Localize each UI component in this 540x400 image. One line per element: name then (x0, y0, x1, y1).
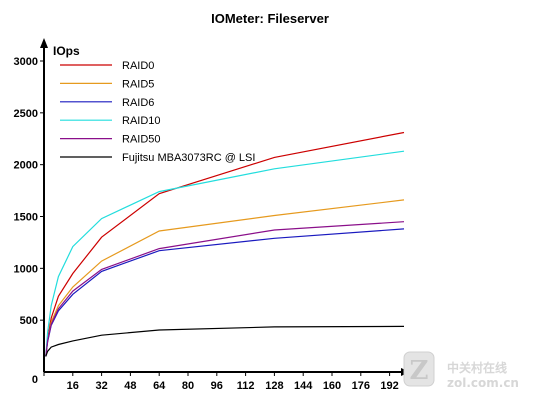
watermark-en-text: zol.com.cn (447, 376, 519, 390)
y-tick-label: 1500 (14, 212, 38, 224)
x-tick-label: 48 (124, 380, 136, 392)
x-tick-label: 96 (211, 380, 223, 392)
legend: RAID0 RAID5 RAID6 RAID10 RAID50 Fujitsu MBA30… (60, 60, 255, 164)
y-tick-label: 2500 (14, 108, 38, 120)
legend-item-raid5: RAID5 (60, 78, 154, 90)
x-tick-label: 16 (67, 380, 79, 392)
legend-label: RAID5 (122, 78, 154, 90)
legend-label: Fujitsu MBA3073RC @ LSI (122, 152, 255, 164)
watermark-cn-text: 中关村在线 (447, 360, 507, 375)
legend-item-raid50: RAID50 (60, 134, 161, 146)
chart-title: IOMeter: Fileserver (211, 11, 329, 26)
series-lines (45, 131, 405, 357)
legend-item-fujitsu-mba3073rc-lsi: Fujitsu MBA3073RC @ LSI (60, 152, 255, 164)
legend-item-raid10: RAID10 (60, 115, 161, 127)
x-tick-label: 32 (95, 380, 107, 392)
watermark: Z 中关村在线 zol.com.cn (403, 351, 519, 390)
legend-item-raid6: RAID6 (60, 97, 154, 109)
series-line-fujitsu-mba3073rc-lsi (45, 325, 405, 357)
legend-label: RAID0 (122, 60, 154, 72)
y-tick-label: 500 (20, 315, 38, 327)
x-tick-label: 80 (182, 380, 194, 392)
y-axis-label: IOps (53, 44, 80, 58)
x-tick-label: 112 (237, 380, 255, 392)
zol-logo-letter: Z (410, 356, 429, 386)
x-tick-label: 64 (153, 380, 166, 392)
legend-label: RAID10 (122, 115, 161, 127)
legend-label: RAID50 (122, 134, 161, 146)
zol-logo: Z (403, 351, 435, 387)
origin-label: 0 (32, 374, 38, 386)
legend-label: RAID6 (122, 97, 154, 109)
legend-item-raid0: RAID0 (60, 60, 154, 72)
series-line-raid50 (45, 221, 405, 357)
series-line-raid6 (45, 228, 405, 357)
series-line-raid0 (45, 131, 405, 357)
x-tick-labels: 16 32 48 64 80 96 112 128 144 160 176 192 0 (32, 372, 399, 392)
x-tick-label: 128 (265, 380, 283, 392)
y-axis-arrow-icon (40, 38, 48, 48)
series-line-raid10 (45, 150, 405, 357)
y-tick-label: 3000 (14, 56, 38, 68)
series-line-raid5 (45, 199, 405, 357)
axes (40, 38, 410, 376)
x-tick-label: 192 (380, 380, 398, 392)
x-tick-label: 160 (323, 380, 341, 392)
y-tick-labels: 500 1000 1500 2000 2500 3000 (14, 56, 44, 327)
x-tick-label: 144 (294, 380, 313, 392)
y-tick-label: 2000 (14, 160, 38, 172)
x-tick-label: 176 (352, 380, 370, 392)
y-tick-label: 1000 (14, 263, 38, 275)
